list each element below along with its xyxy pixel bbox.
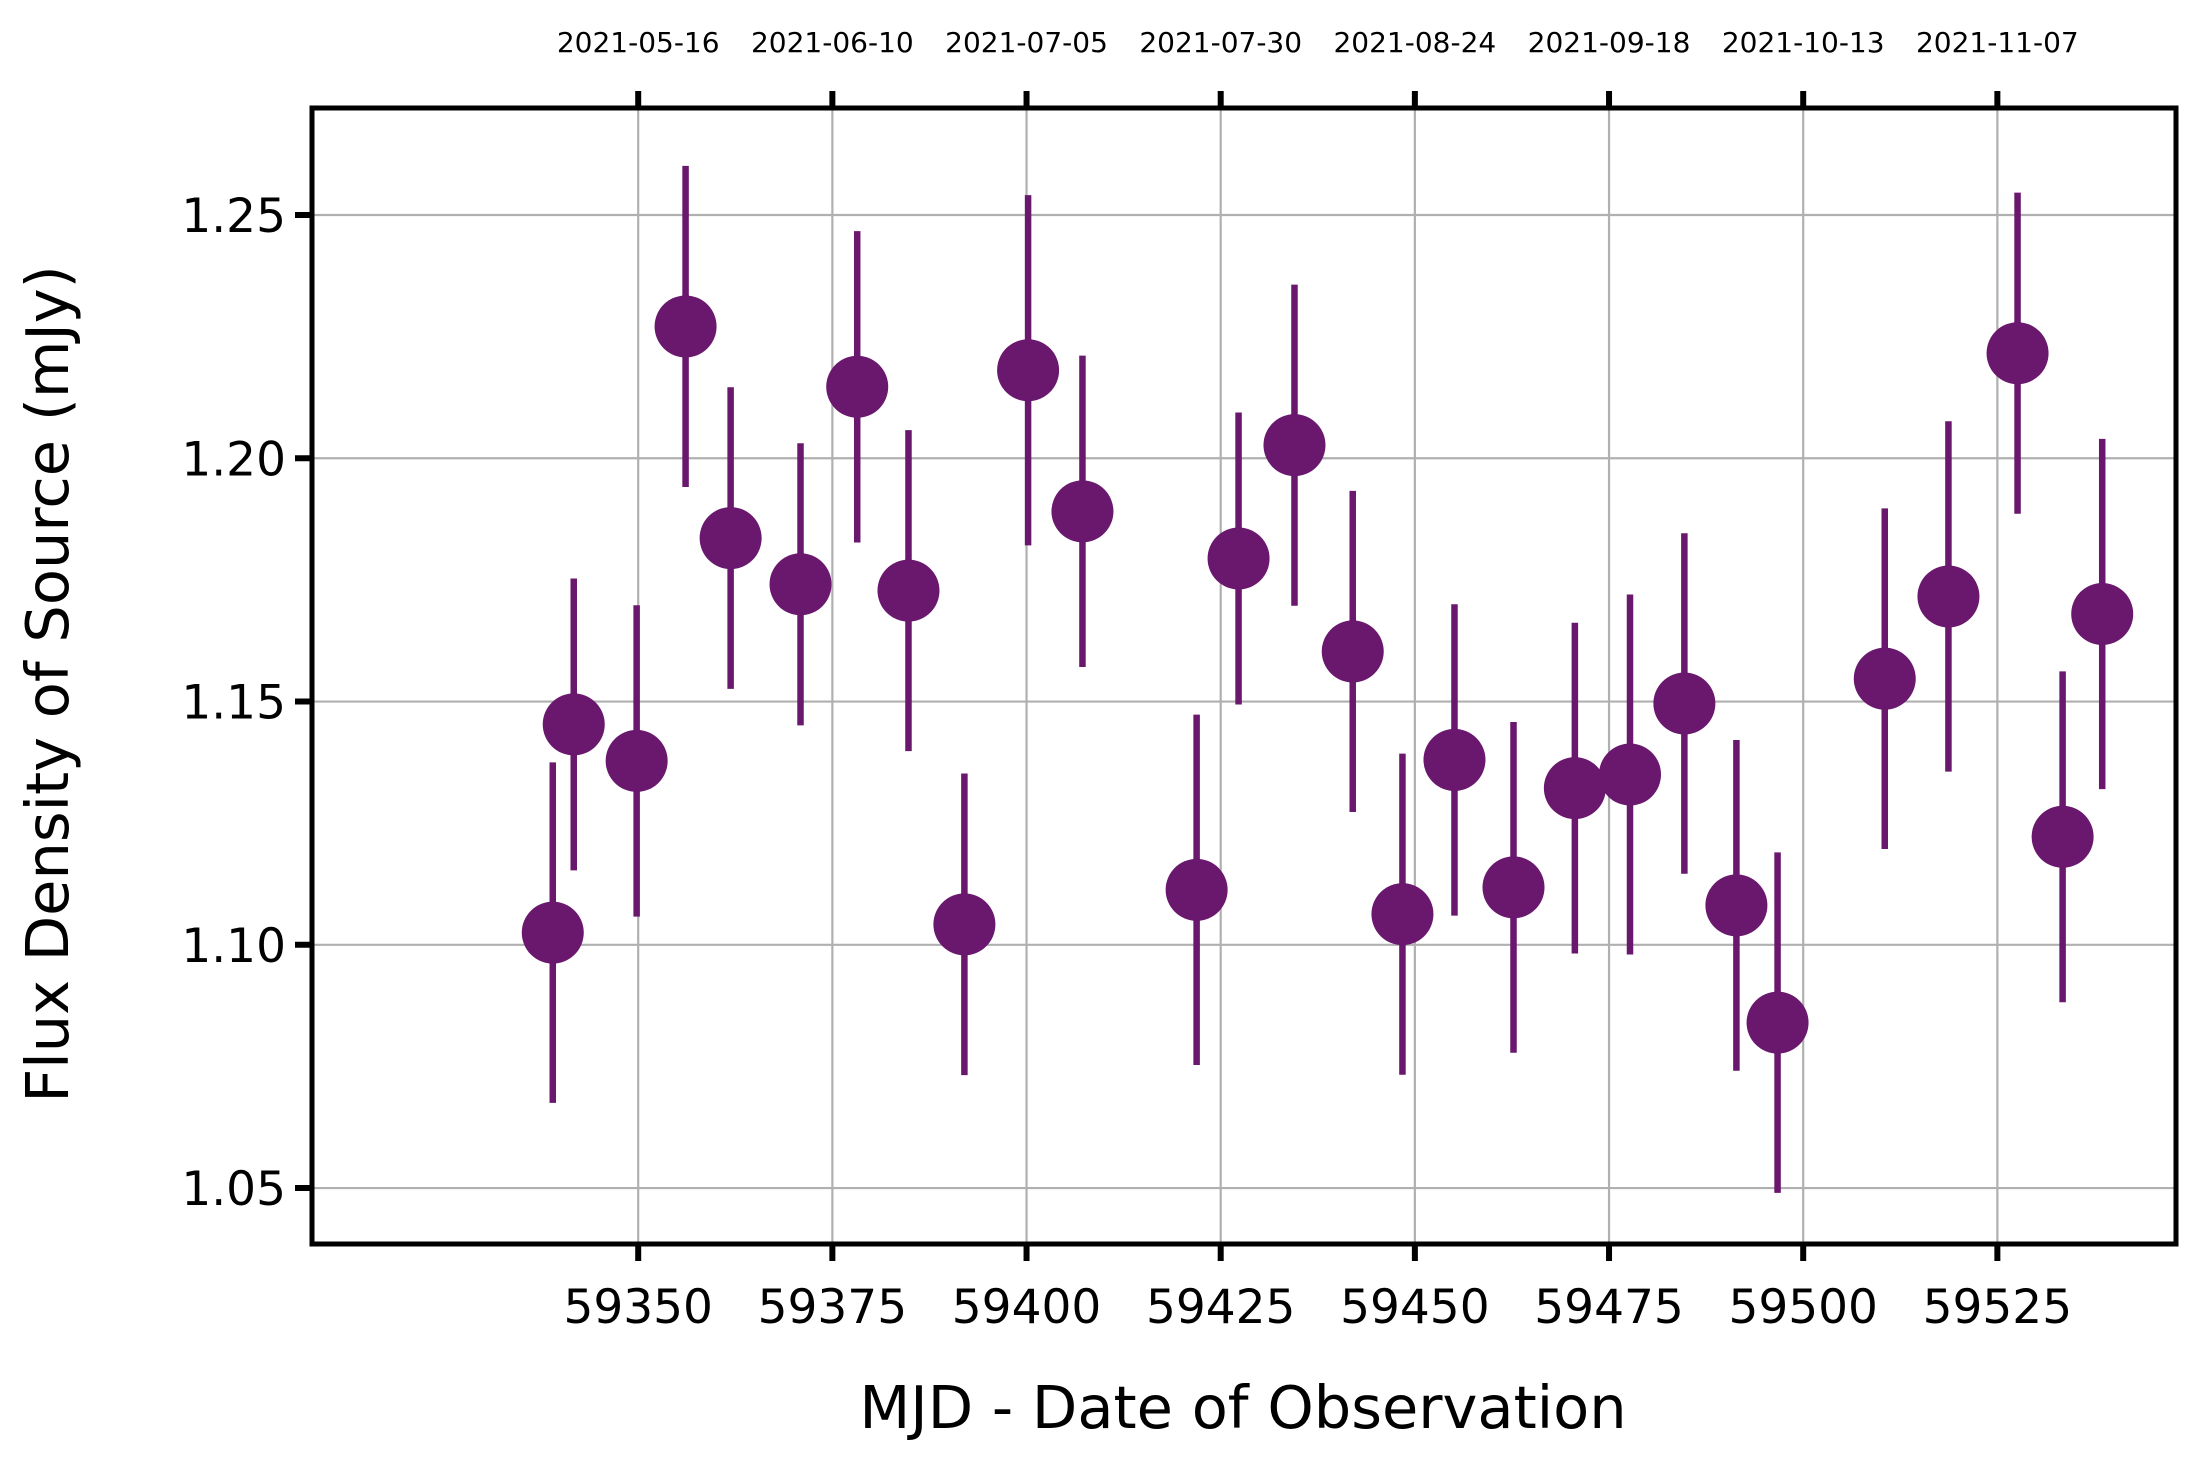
y-axis-title: Flux Density of Source (mJy) (13, 265, 82, 1102)
data-point (1165, 858, 1228, 921)
data-point (1371, 883, 1434, 946)
data-point (605, 729, 668, 792)
data-point (769, 553, 832, 616)
data-point (1482, 856, 1545, 919)
data-point (2031, 805, 2094, 868)
y-tick-label: 1.25 (181, 189, 286, 244)
axes: 59350 59375 59400 59425 59450 59475 59500 59525… (181, 26, 2078, 1335)
data-layer (521, 165, 2134, 1193)
data-point (997, 339, 1060, 402)
data-point (1207, 527, 1270, 590)
top-x-tick-label: 2021-06-10 (751, 26, 914, 59)
x-axis-title: MJD - Date of Observation (859, 1373, 1626, 1442)
top-x-tick-label: 2021-05-16 (557, 26, 720, 59)
x-tick-label: 59500 (1728, 1280, 1878, 1335)
data-point (1705, 874, 1768, 937)
data-point (877, 559, 940, 622)
data-point (1653, 672, 1716, 735)
data-point (1543, 757, 1606, 820)
data-point (699, 507, 762, 570)
data-point (521, 901, 584, 964)
data-point (1917, 565, 1980, 628)
top-x-tick-label: 2021-11-07 (1916, 26, 2079, 59)
data-point (1263, 414, 1326, 477)
data-point (654, 295, 717, 358)
top-x-tick-label: 2021-07-05 (945, 26, 1108, 59)
top-x-tick-label: 2021-10-13 (1722, 26, 1885, 59)
top-x-tick-label: 2021-09-18 (1528, 26, 1691, 59)
x-tick-label: 59475 (1534, 1280, 1684, 1335)
top-x-tick-label: 2021-07-30 (1139, 26, 1302, 59)
data-point (1321, 620, 1384, 683)
data-point (2071, 582, 2134, 645)
top-x-tick-label: 2021-08-24 (1333, 26, 1496, 59)
x-tick-label: 59450 (1340, 1280, 1490, 1335)
x-tick-label: 59425 (1146, 1280, 1296, 1335)
data-point (1853, 647, 1916, 710)
plot-frame (309, 105, 2179, 1247)
x-tick-label: 59350 (563, 1280, 713, 1335)
data-point (1986, 322, 2049, 385)
data-point (1746, 991, 1809, 1054)
y-tick-label: 1.20 (181, 432, 286, 487)
y-tick-label: 1.05 (181, 1162, 286, 1217)
data-point (542, 693, 605, 756)
data-point (1423, 728, 1486, 791)
grid (312, 108, 2176, 1244)
y-tick-label: 1.15 (181, 676, 286, 731)
data-point (1051, 480, 1114, 543)
data-point (933, 893, 996, 956)
x-tick-label: 59400 (952, 1280, 1102, 1335)
data-point (1599, 743, 1662, 806)
y-tick-label: 1.10 (181, 919, 286, 974)
x-tick-label: 59525 (1923, 1280, 2073, 1335)
data-point (826, 355, 889, 418)
x-tick-label: 59375 (758, 1280, 908, 1335)
